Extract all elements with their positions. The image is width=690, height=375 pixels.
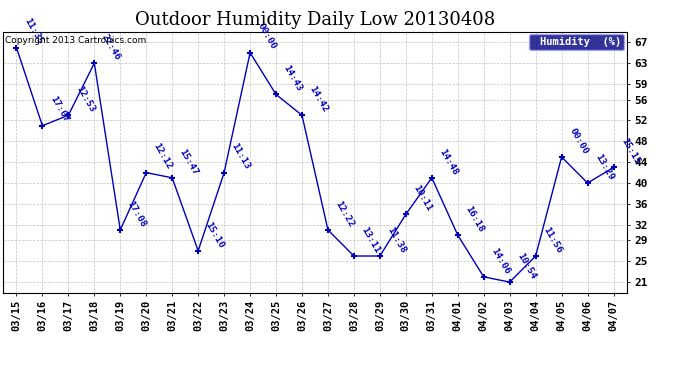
Text: 12:22: 12:22 [333, 199, 355, 228]
Text: 13:11: 13:11 [359, 225, 382, 255]
Text: 15:15: 15:15 [619, 136, 641, 166]
Text: 14:43: 14:43 [282, 64, 304, 93]
Text: 12:12: 12:12 [152, 142, 174, 171]
Text: 17:08: 17:08 [126, 199, 148, 228]
Legend: Humidity  (%): Humidity (%) [529, 34, 624, 50]
Text: 13:29: 13:29 [593, 152, 615, 182]
Text: 16:18: 16:18 [463, 204, 486, 234]
Text: 15:10: 15:10 [204, 220, 226, 249]
Title: Outdoor Humidity Daily Low 20130408: Outdoor Humidity Daily Low 20130408 [135, 11, 495, 29]
Text: Copyright 2013 Cartronics.com: Copyright 2013 Cartronics.com [5, 36, 146, 45]
Text: 11:35: 11:35 [22, 17, 44, 46]
Text: 10:11: 10:11 [411, 183, 433, 213]
Text: 22:46: 22:46 [100, 32, 122, 62]
Text: 14:06: 14:06 [489, 246, 511, 276]
Text: 00:00: 00:00 [567, 126, 589, 156]
Text: 17:07: 17:07 [48, 95, 70, 124]
Text: 10:54: 10:54 [515, 251, 538, 280]
Text: 12:53: 12:53 [74, 84, 96, 114]
Text: 14:42: 14:42 [308, 84, 330, 114]
Text: 15:47: 15:47 [178, 147, 200, 176]
Text: 11:13: 11:13 [230, 142, 252, 171]
Text: 11:56: 11:56 [541, 225, 563, 255]
Text: 00:00: 00:00 [255, 22, 278, 51]
Text: 11:38: 11:38 [386, 225, 408, 255]
Text: 14:48: 14:48 [437, 147, 460, 176]
